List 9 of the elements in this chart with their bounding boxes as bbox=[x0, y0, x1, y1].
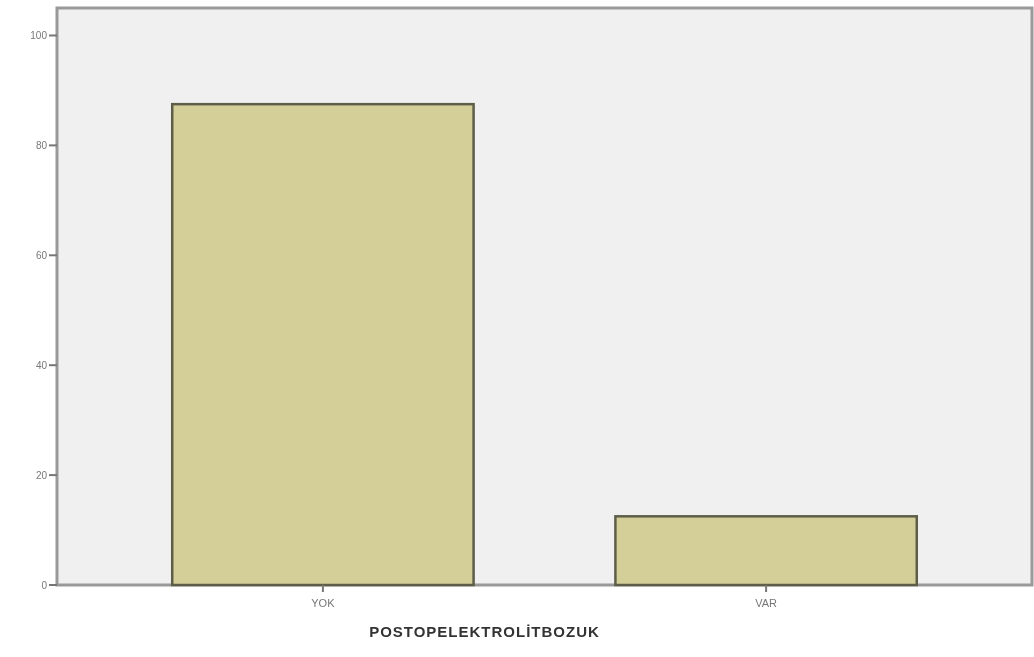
y-tick-label: 0 bbox=[41, 579, 48, 591]
y-tick-label: 80 bbox=[35, 139, 48, 151]
y-tick-label: 20 bbox=[35, 469, 48, 481]
y-tick-label: 40 bbox=[35, 359, 48, 371]
y-tick-label: 100 bbox=[30, 29, 48, 41]
x-axis-title: POSTOPELEKTROLİTBOZUK bbox=[369, 623, 600, 640]
x-tick-label: YOK bbox=[311, 597, 336, 609]
y-tick-label: 60 bbox=[35, 249, 48, 261]
x-tick-label: VAR bbox=[755, 597, 778, 609]
